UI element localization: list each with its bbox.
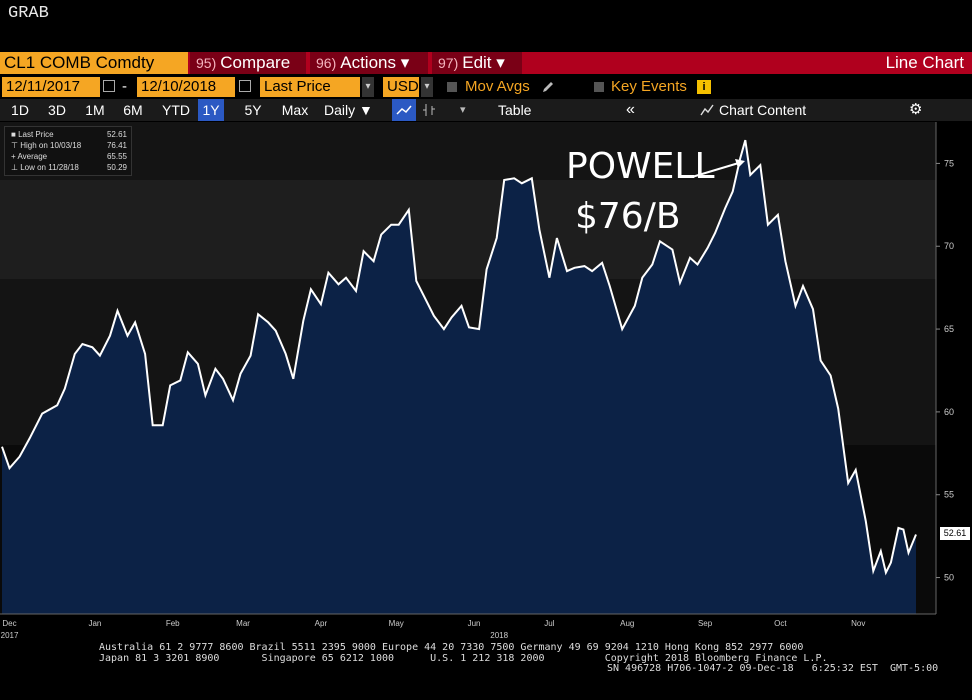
chart-content-icon [700,104,714,116]
x-tick-label: Oct [774,619,787,628]
pencil-icon[interactable] [541,80,555,94]
legend-label: Average [17,152,48,161]
edit-label: Edit ▾ [462,53,505,72]
x-tick-label: Jun [468,619,481,628]
x-tick-label: Feb [166,619,180,628]
x-tick-label: Nov [851,619,865,628]
legend-row: ■ Last Price 52.61 [11,130,127,140]
footer-line-1: Australia 61 2 9777 8600 Brazil 5511 239… [99,642,804,653]
footer-line-3: SN 496728 H706-1047-2 09-Dec-18 6:25:32 … [607,663,939,674]
y-tick-label: 70 [944,241,954,251]
legend-value: 76.41 [106,141,127,150]
info-icon[interactable]: i [697,80,711,94]
period-6m[interactable]: 6M [123,102,143,118]
legend-label: High on 10/03/18 [20,141,82,150]
line-chart-icon [396,105,412,115]
period-1y[interactable]: 1Y [198,99,224,121]
compare-label: Compare [220,53,291,72]
annotation-arrow [691,159,745,178]
mov-avgs-label[interactable]: Mov Avgs [465,78,530,95]
x-tick-label: Sep [698,619,713,628]
x-tick-label: Jul [544,619,554,628]
price-field-dropdown-icon[interactable]: ▾ [362,77,374,97]
legend-row: + Average 65.55 [11,152,127,162]
legend-marker: ⊤ [11,141,21,150]
actions-label: Actions ▾ [340,53,410,72]
y-tick-label: 75 [944,158,954,168]
x-axis: Dec Jan Feb Mar Apr May Jun Jul Aug Sep Oct Nov 2017… [0,613,936,640]
key-events-label[interactable]: Key Events [611,78,687,95]
chart-type-label[interactable]: Line Chart [885,53,964,72]
end-date-field[interactable]: 12/10/2018 [137,77,235,97]
price-chart: 50 55 60 65 70 75 Dec Jan Feb Mar Apr May Jun Jul Aug… [0,122,954,640]
grab-label: GRAB [8,4,49,23]
legend-value: 50.29 [106,163,127,172]
y-tick-label: 50 [944,573,954,583]
collapse-icon[interactable]: « [626,101,635,118]
x-year-label: 2017 [1,631,19,640]
period-3d[interactable]: 3D [48,102,66,118]
currency-select[interactable]: USD [383,77,419,97]
key-events-checkbox[interactable] [594,82,604,92]
x-year-label: 2018 [490,631,508,640]
end-calendar-icon[interactable] [239,80,251,92]
ticker-field[interactable]: CL1 COMB Comdty [0,52,188,74]
style-dropdown-icon[interactable]: ▾ [460,104,466,116]
y-tick-label: 55 [944,490,954,500]
price-area [2,140,916,614]
legend-marker: + [11,152,18,161]
bar-style-icon[interactable] [420,101,438,119]
period-max[interactable]: Max [281,102,309,118]
line-style-button[interactable] [392,99,416,121]
x-tick-label: May [389,619,404,628]
x-tick-label: Mar [236,619,250,628]
gear-icon[interactable]: ⚙ [909,101,923,118]
start-date-field[interactable]: 12/11/2017 [2,77,100,97]
last-price-tag: 52.61 [940,527,970,541]
legend-row: ⊤ High on 10/03/18 76.41 [11,141,127,151]
legend-row: ⊥ Low on 11/28/18 50.29 [11,163,127,173]
price-field-select[interactable]: Last Price [260,77,360,97]
date-separator: - [122,78,127,95]
actions-button[interactable]: 96) Actions ▾ [310,52,428,74]
legend-label: Low on 11/28/18 [20,163,79,172]
period-1d[interactable]: 1D [11,102,29,118]
start-calendar-icon[interactable] [103,80,115,92]
y-tick-label: 60 [944,407,954,417]
background-band [0,179,936,280]
background-band [0,122,936,180]
y-tick-label: 65 [944,324,954,334]
table-button[interactable]: Table [498,102,532,118]
legend-value: 65.55 [106,152,127,161]
y-axis: 50 55 60 65 70 75 [935,122,954,614]
x-tick-label: Jan [88,619,101,628]
edit-button[interactable]: 97) Edit ▾ [432,52,522,74]
footer-line-2: Japan 81 3 3201 8900 Singapore 65 6212 1… [99,653,828,664]
compare-button[interactable]: 95) Compare [190,52,306,74]
compare-number: 95) [196,55,217,71]
x-tick-label: Apr [315,619,328,628]
currency-dropdown-icon[interactable]: ▾ [421,77,433,97]
x-tick-label: Aug [620,619,634,628]
period-1m[interactable]: 1M [85,102,105,118]
x-tick-label: Dec [2,619,16,628]
legend-marker: ⊥ [11,163,21,172]
period-5y[interactable]: 5Y [244,102,262,118]
annotation-line-1: POWELL [566,146,715,187]
actions-number: 96) [316,55,337,71]
mov-avgs-checkbox[interactable] [447,82,457,92]
period-ytd[interactable]: YTD [162,102,190,118]
price-line [1,139,917,576]
legend-value: 52.61 [106,130,127,139]
edit-number: 97) [438,55,459,71]
legend-label: Last Price [18,130,54,139]
annotation-line-2: $76/B [575,196,681,237]
legend-marker: ■ [11,130,19,139]
chart-legend: ■ Last Price 52.61 ⊤ High on 10/03/18 76.41… [4,126,132,176]
period-bar [0,99,972,121]
frequency-select[interactable]: Daily ▼ [324,102,373,118]
chart-content-button[interactable]: Chart Content [719,102,807,118]
